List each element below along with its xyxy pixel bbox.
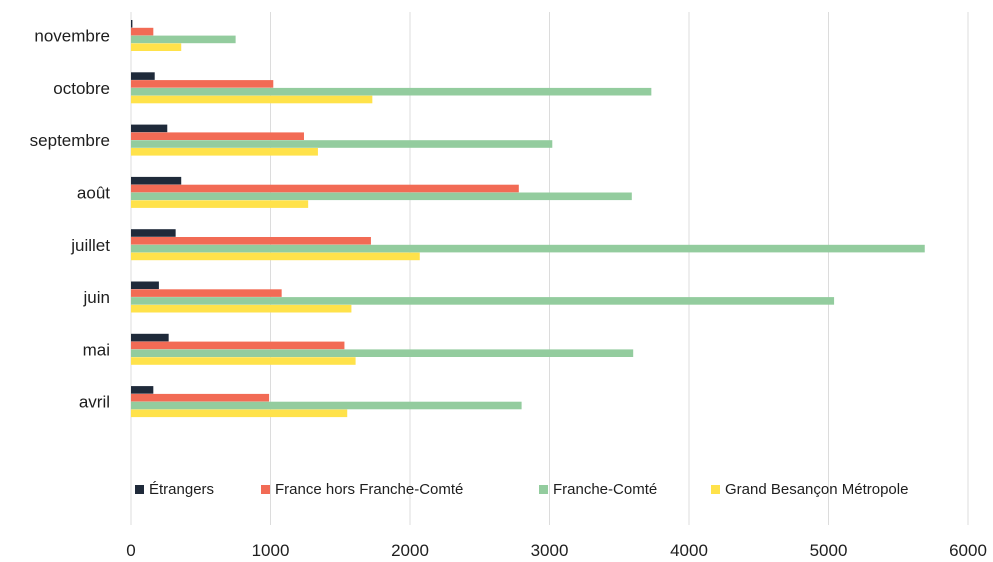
x-tick-label-5000: 5000 — [810, 541, 848, 560]
bar-juillet-1 — [131, 229, 176, 237]
bar-octobre-3 — [131, 87, 652, 96]
bar-juillet-4 — [131, 252, 420, 261]
x-tick-label-3000: 3000 — [531, 541, 569, 560]
bar-août-1 — [131, 176, 182, 185]
legend-label-4: Grand Besançon Métropole — [725, 481, 908, 498]
legend-swatch-1 — [135, 485, 144, 494]
bar-mai-3 — [131, 349, 634, 357]
category-label-5: juin — [83, 288, 110, 307]
bar-juin-1 — [131, 281, 159, 290]
bar-août-3 — [131, 192, 632, 201]
bar-avril-3 — [131, 401, 522, 410]
legend: Étrangers France hors Franche-Comté Franch… — [135, 481, 908, 498]
x-tick-label-0: 0 — [126, 541, 135, 560]
bar-avril-1 — [131, 386, 154, 394]
bar-septembre-1 — [131, 124, 168, 133]
bar-avril-4 — [131, 409, 348, 418]
category-label-6: mai — [83, 340, 110, 359]
bar-août-2 — [131, 184, 519, 193]
x-tick-label-2000: 2000 — [391, 541, 429, 560]
bar-novembre-1 — [131, 20, 133, 28]
bar-août-4 — [131, 200, 309, 208]
x-tick-label-4000: 4000 — [670, 541, 708, 560]
bar-juillet-3 — [131, 244, 925, 253]
legend-label-3: Franche-Comté — [553, 481, 657, 498]
legend-swatch-3 — [539, 485, 548, 494]
category-labels: novembre octobre septembre août juillet juin m… — [30, 27, 111, 412]
bar-septembre-3 — [131, 140, 553, 148]
bar-avril-2 — [131, 393, 270, 402]
bar-novembre-3 — [131, 35, 236, 44]
category-label-3: août — [77, 184, 110, 203]
category-label-4: juillet — [70, 236, 110, 255]
bar-septembre-2 — [131, 132, 304, 140]
category-label-0: novembre — [34, 27, 110, 46]
bar-juin-2 — [131, 289, 282, 297]
x-axis-tick-labels: 0 1000 2000 3000 4000 5000 6000 — [126, 541, 987, 560]
category-label-1: octobre — [53, 79, 110, 98]
legend-label-1: Étrangers — [149, 481, 214, 498]
bar-juillet-2 — [131, 237, 371, 245]
x-tick-label-1000: 1000 — [252, 541, 290, 560]
bar-octobre-2 — [131, 80, 274, 88]
bars — [131, 20, 925, 418]
bar-juin-3 — [131, 297, 835, 305]
bar-septembre-4 — [131, 148, 318, 156]
bar-mai-2 — [131, 341, 345, 350]
bar-mai-4 — [131, 357, 356, 365]
legend-swatch-4 — [711, 485, 720, 494]
bar-octobre-1 — [131, 72, 155, 80]
bar-mai-1 — [131, 333, 169, 342]
bar-novembre-4 — [131, 43, 182, 51]
bar-octobre-4 — [131, 95, 373, 104]
bar-novembre-2 — [131, 27, 154, 36]
bar-juin-4 — [131, 304, 352, 313]
legend-label-2: France hors Franche-Comté — [275, 481, 463, 498]
category-label-2: septembre — [30, 131, 110, 150]
category-label-7: avril — [79, 393, 110, 412]
x-tick-label-6000: 6000 — [949, 541, 987, 560]
legend-swatch-2 — [261, 485, 270, 494]
